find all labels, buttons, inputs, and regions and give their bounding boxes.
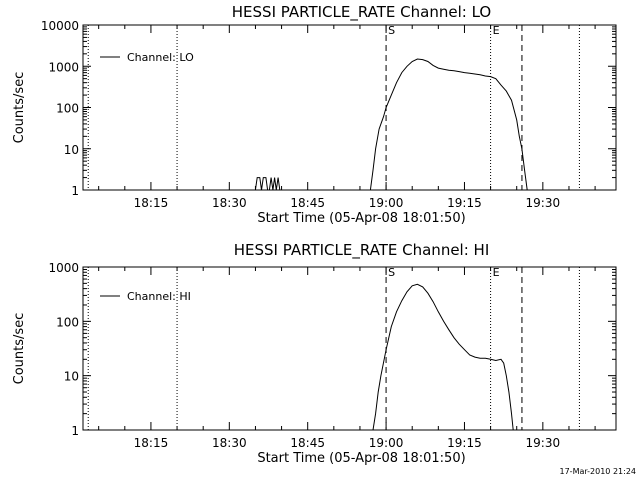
marker-label-e: E bbox=[493, 266, 500, 279]
y-tick-label: 10 bbox=[64, 370, 79, 384]
series-line bbox=[372, 283, 514, 431]
y-tick-label: 1 bbox=[71, 184, 79, 198]
x-tick-label: 19:15 bbox=[447, 196, 482, 210]
chart-title: HESSI PARTICLE_RATE Channel: HI bbox=[234, 241, 490, 260]
legend-entry: Channel: LO bbox=[127, 51, 194, 64]
legend-entry: Channel: HI bbox=[127, 290, 191, 303]
plot-timestamp: 17-Mar-2010 21:24 bbox=[560, 467, 637, 476]
x-tick-label: 19:15 bbox=[447, 436, 482, 450]
x-tick-label: 18:30 bbox=[212, 196, 247, 210]
plot-frame bbox=[82, 266, 617, 431]
chart-title: HESSI PARTICLE_RATE Channel: LO bbox=[232, 3, 491, 22]
x-axis-title: Start Time (05-Apr-08 18:01:50) bbox=[257, 451, 465, 466]
x-tick-label: 19:30 bbox=[526, 436, 561, 450]
x-tick-label: 19:00 bbox=[369, 196, 404, 210]
y-tick-label: 10 bbox=[64, 143, 79, 157]
x-tick-label: 19:30 bbox=[526, 196, 561, 210]
x-tick-label: 19:00 bbox=[369, 436, 404, 450]
y-tick-label: 100 bbox=[56, 102, 79, 116]
y-tick-label: 1000 bbox=[48, 60, 79, 74]
plot-frame bbox=[82, 24, 617, 191]
y-tick-label: 10000 bbox=[41, 19, 79, 33]
x-tick-label: 18:45 bbox=[290, 196, 325, 210]
y-tick-label: 100 bbox=[56, 315, 79, 329]
x-axis-title: Start Time (05-Apr-08 18:01:50) bbox=[257, 211, 465, 226]
y-tick-label: 1000 bbox=[48, 261, 79, 275]
marker-label-s: S bbox=[388, 266, 395, 279]
x-tick-label: 18:15 bbox=[134, 196, 169, 210]
x-tick-label: 18:30 bbox=[212, 436, 247, 450]
x-tick-label: 18:15 bbox=[134, 436, 169, 450]
marker-label-s: S bbox=[388, 24, 395, 37]
series-line bbox=[254, 58, 528, 191]
y-tick-label: 1 bbox=[71, 424, 79, 438]
y-axis-title: Counts/sec bbox=[12, 313, 27, 385]
x-tick-label: 18:45 bbox=[290, 436, 325, 450]
hi-channel-chart: HESSI PARTICLE_RATE Channel: HI 1 10 100 100… bbox=[12, 241, 617, 466]
lo-channel-chart: HESSI PARTICLE_RATE Channel: LO 1 10 100 100… bbox=[12, 3, 617, 226]
marker-label-e: E bbox=[493, 24, 500, 37]
y-axis-title: Counts/sec bbox=[12, 72, 27, 144]
